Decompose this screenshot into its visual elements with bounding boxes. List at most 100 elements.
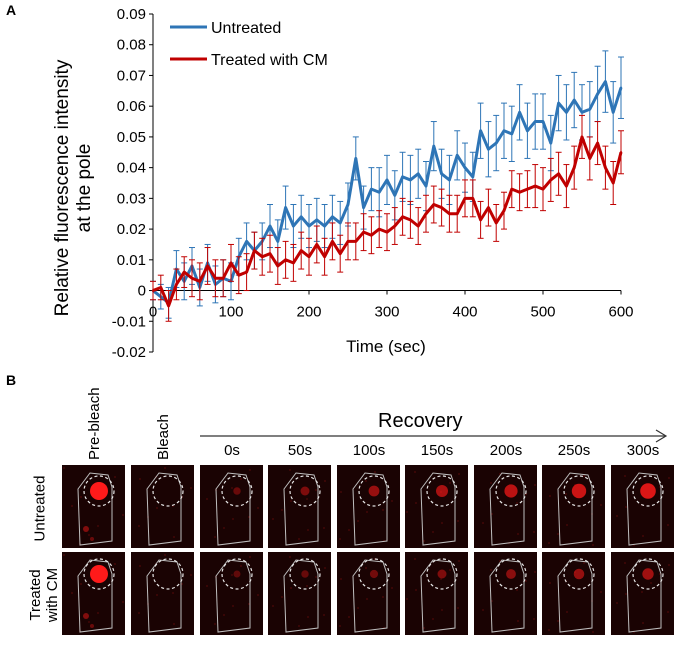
data-point [323,255,326,258]
micrograph-untreated [268,465,331,548]
data-point [573,98,576,102]
y-tick-label: -0.01 [112,313,146,330]
data-point [315,243,318,246]
data-point [292,224,295,228]
data-point [518,191,521,194]
data-point [268,252,272,255]
data-point [565,184,568,188]
y-tick-label: 0.06 [117,98,146,115]
data-point [510,132,513,136]
data-point [463,166,467,169]
micrograph-treated [200,552,263,635]
micrograph-treated [62,552,125,635]
data-point [479,218,482,222]
data-point [237,273,240,277]
data-point [339,252,342,255]
micrograph-drawing [206,469,259,546]
data-point [300,215,303,218]
data-point [409,178,412,182]
data-point [370,187,373,191]
row-label-untreated: Untreated [31,475,49,542]
micrograph-drawing [138,467,192,546]
data-point [385,230,389,234]
x-tick-label: 400 [452,304,477,321]
data-point [557,101,560,105]
data-point [471,197,474,200]
data-point [284,206,287,209]
data-point [323,224,326,228]
micrograph-drawing [272,469,326,546]
row-label-treated-line1: Treated [27,569,44,621]
data-point [440,172,443,175]
data-point [198,280,201,283]
data-point [378,191,381,194]
y-tick-label: 0.08 [117,37,146,54]
micrograph-drawing [616,558,670,633]
data-point [557,172,560,175]
micrograph-treated [405,552,468,635]
data-point [580,135,584,139]
data-point [573,166,576,169]
micrograph-untreated [611,465,674,548]
data-point [292,261,295,265]
chart-axes: -0.02-0.0100.010.020.030.040.050.060.070… [112,6,634,361]
y-tick-label: 0.09 [117,6,146,23]
time-label: 250s [557,442,591,459]
data-point [175,283,178,286]
data-point [362,206,365,209]
y-axis-label: Relative fluorescence intensity at the po… [52,59,95,316]
data-point [479,129,482,132]
time-label: 100s [352,442,386,459]
data-point [222,277,225,280]
data-point [495,221,498,225]
y-tick-label: 0.01 [117,252,146,269]
x-tick-label: 600 [608,304,633,321]
data-point [268,224,272,228]
data-point [245,240,248,243]
micrograph-drawing [63,554,124,633]
data-point [549,141,552,145]
micrograph-treated [542,552,605,635]
data-point [245,270,248,274]
x-tick-label: 0 [149,304,157,321]
micrograph-drawing [616,472,670,546]
data-point [448,178,451,182]
data-point [354,157,357,160]
micrograph-treated [131,552,194,635]
data-point [456,154,459,157]
data-point [370,234,373,237]
micrograph-untreated [405,465,468,548]
data-point [417,172,420,175]
data-point [159,286,162,289]
panel-a-label: A [6,2,17,18]
chart-series [150,50,624,322]
y-tick-label: 0.02 [117,221,146,238]
x-axis-label: Time (sec) [346,337,426,356]
data-point [214,277,217,280]
row-label-treated-line2: with CM [44,567,61,623]
data-point [378,227,381,231]
data-point [401,175,404,179]
series-treated [150,114,624,322]
legend-entry: Treated with CM [211,52,328,69]
data-point [401,215,404,218]
data-point [424,184,428,188]
micrograph-drawing [339,558,393,633]
data-point [565,111,568,114]
data-point [471,175,474,179]
data-point [526,187,529,191]
micrograph-drawing [548,558,602,633]
time-label: 200s [489,442,523,459]
data-point [331,215,334,218]
data-point [541,187,545,191]
y-tick-label: 0 [138,283,146,300]
data-point [604,80,607,83]
data-point [331,240,334,243]
data-point [612,181,615,185]
data-point [362,230,365,234]
data-point [206,264,209,268]
micrograph-drawing [482,472,536,546]
chart-legend: Untreated Treated with CM [170,20,328,69]
data-point [463,197,467,200]
data-point [596,141,599,145]
